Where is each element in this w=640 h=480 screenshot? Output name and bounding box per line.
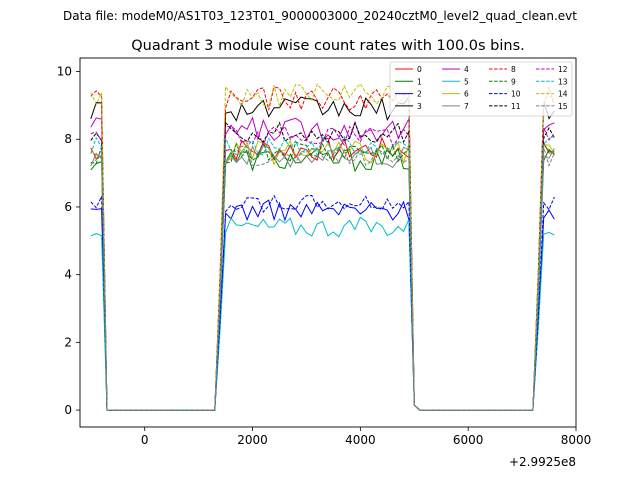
legend-label: 14 <box>558 90 568 99</box>
legend-label: 4 <box>464 65 469 74</box>
y-tick-label: 4 <box>64 268 72 282</box>
legend-label: 15 <box>558 102 568 111</box>
legend-label: 13 <box>558 77 568 86</box>
legend-label: 12 <box>558 65 568 74</box>
legend-label: 10 <box>511 90 521 99</box>
axes-frame <box>79 57 577 428</box>
y-tick-label: 0 <box>64 403 72 417</box>
legend-label: 1 <box>417 77 422 86</box>
y-axis-ticks: 0 2 4 6 8 10 <box>57 65 80 417</box>
series-lines <box>90 82 555 411</box>
y-tick-label: 8 <box>64 132 72 146</box>
legend-box <box>389 61 573 117</box>
figure-suptitle: Data file: modeM0/AS1T03_123T01_90000030… <box>63 9 577 23</box>
y-tick-label: 2 <box>64 335 72 349</box>
legend-label: 8 <box>511 65 516 74</box>
y-tick-label: 6 <box>64 200 72 214</box>
y-tick-label: 10 <box>57 65 72 79</box>
legend-label: 0 <box>417 65 422 74</box>
legend-label: 5 <box>464 77 469 86</box>
legend-label: 6 <box>464 90 469 99</box>
chart-title: Quadrant 3 module wise count rates with … <box>131 38 525 54</box>
legend-label: 3 <box>417 102 422 111</box>
x-tick-label: 4000 <box>345 433 376 447</box>
x-tick-label: 2000 <box>237 433 268 447</box>
x-axis-ticks: 0 2000 4000 6000 8000 <box>141 427 591 447</box>
legend-label: 7 <box>464 102 469 111</box>
x-tick-label: 6000 <box>453 433 484 447</box>
x-offset-label: +2.9925e8 <box>509 455 576 469</box>
series-line-15 <box>90 145 555 411</box>
legend-label: 9 <box>511 77 516 86</box>
x-tick-label: 8000 <box>561 433 592 447</box>
legend-label: 11 <box>511 102 521 111</box>
legend-label: 2 <box>417 90 422 99</box>
x-tick-label: 0 <box>141 433 149 447</box>
